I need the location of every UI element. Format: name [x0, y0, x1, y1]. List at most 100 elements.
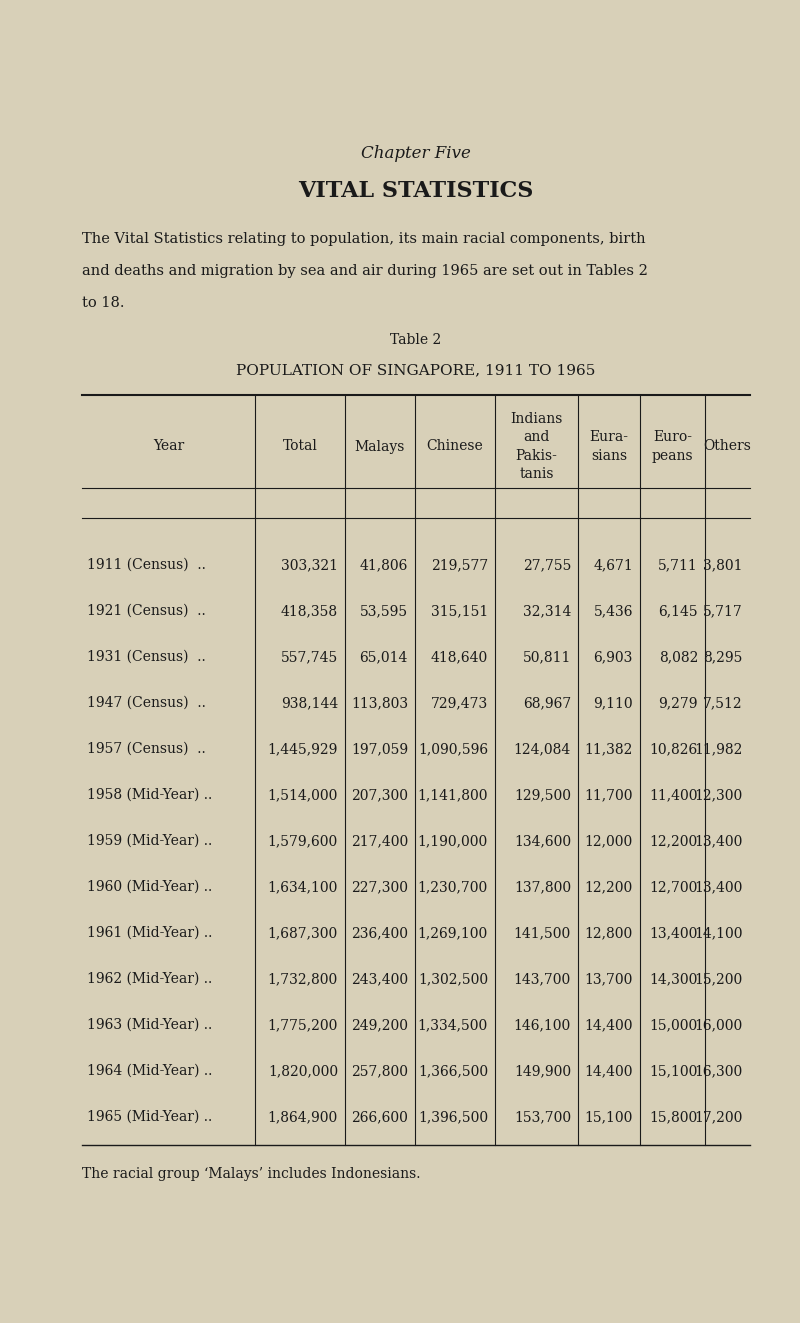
Text: 1,366,500: 1,366,500 — [418, 1064, 488, 1078]
Text: Total: Total — [282, 439, 318, 454]
Text: 1,579,600: 1,579,600 — [268, 833, 338, 848]
Text: 11,700: 11,700 — [585, 789, 633, 802]
Text: 729,473: 729,473 — [430, 696, 488, 710]
Text: 15,100: 15,100 — [585, 1110, 633, 1125]
Text: 249,200: 249,200 — [351, 1017, 408, 1032]
Text: 1947 (Census)  ..: 1947 (Census) .. — [87, 696, 206, 710]
Text: 207,300: 207,300 — [351, 789, 408, 802]
Text: 13,700: 13,700 — [585, 972, 633, 986]
Text: Year: Year — [153, 439, 184, 454]
Text: 1957 (Census)  ..: 1957 (Census) .. — [87, 742, 206, 755]
Text: 1963 (Mid-Year) ..: 1963 (Mid-Year) .. — [87, 1017, 212, 1032]
Text: 27,755: 27,755 — [522, 558, 571, 572]
Text: 1921 (Census)  ..: 1921 (Census) .. — [87, 605, 206, 618]
Text: 17,200: 17,200 — [694, 1110, 743, 1125]
Text: 1,775,200: 1,775,200 — [268, 1017, 338, 1032]
Text: 6,903: 6,903 — [594, 650, 633, 664]
Text: 12,800: 12,800 — [585, 926, 633, 941]
Text: 14,400: 14,400 — [585, 1017, 633, 1032]
Text: 1,634,100: 1,634,100 — [268, 880, 338, 894]
Text: 1,396,500: 1,396,500 — [418, 1110, 488, 1125]
Text: 124,084: 124,084 — [514, 742, 571, 755]
Text: 315,151: 315,151 — [430, 605, 488, 618]
Text: 1931 (Census)  ..: 1931 (Census) .. — [87, 650, 206, 664]
Text: Malays: Malays — [355, 439, 405, 454]
Text: 13,400: 13,400 — [694, 833, 743, 848]
Text: 15,000: 15,000 — [650, 1017, 698, 1032]
Text: 12,000: 12,000 — [585, 833, 633, 848]
Text: 1961 (Mid-Year) ..: 1961 (Mid-Year) .. — [87, 926, 212, 941]
Text: 1965 (Mid-Year) ..: 1965 (Mid-Year) .. — [87, 1110, 212, 1125]
Text: 134,600: 134,600 — [514, 833, 571, 848]
Text: The Vital Statistics relating to population, its main racial components, birth: The Vital Statistics relating to populat… — [82, 232, 646, 246]
Text: 65,014: 65,014 — [360, 650, 408, 664]
Text: 1960 (Mid-Year) ..: 1960 (Mid-Year) .. — [87, 880, 212, 894]
Text: 557,745: 557,745 — [281, 650, 338, 664]
Text: 11,982: 11,982 — [694, 742, 743, 755]
Text: 197,059: 197,059 — [351, 742, 408, 755]
Text: 13,400: 13,400 — [694, 880, 743, 894]
Text: Eura-
sians: Eura- sians — [590, 430, 629, 463]
Text: 5,717: 5,717 — [703, 605, 743, 618]
Text: 5,711: 5,711 — [658, 558, 698, 572]
Text: 1,445,929: 1,445,929 — [268, 742, 338, 755]
Text: 5,436: 5,436 — [594, 605, 633, 618]
Text: 12,300: 12,300 — [694, 789, 743, 802]
Text: 1,269,100: 1,269,100 — [418, 926, 488, 941]
Text: and deaths and migration by sea and air during 1965 are set out in Tables 2: and deaths and migration by sea and air … — [82, 265, 648, 278]
Text: 1911 (Census)  ..: 1911 (Census) .. — [87, 558, 206, 572]
Text: 14,300: 14,300 — [650, 972, 698, 986]
Text: 11,382: 11,382 — [585, 742, 633, 755]
Text: Others: Others — [703, 439, 751, 454]
Text: Chinese: Chinese — [426, 439, 483, 454]
Text: 4,671: 4,671 — [594, 558, 633, 572]
Text: Euro-
peans: Euro- peans — [652, 430, 694, 463]
Text: 9,110: 9,110 — [594, 696, 633, 710]
Text: 146,100: 146,100 — [514, 1017, 571, 1032]
Text: 7,512: 7,512 — [703, 696, 743, 710]
Text: 1,190,000: 1,190,000 — [418, 833, 488, 848]
Text: 15,800: 15,800 — [650, 1110, 698, 1125]
Text: 227,300: 227,300 — [351, 880, 408, 894]
Text: 137,800: 137,800 — [514, 880, 571, 894]
Text: 1,687,300: 1,687,300 — [268, 926, 338, 941]
Text: 1958 (Mid-Year) ..: 1958 (Mid-Year) .. — [87, 789, 212, 802]
Text: 32,314: 32,314 — [522, 605, 571, 618]
Text: 1,334,500: 1,334,500 — [418, 1017, 488, 1032]
Text: 1962 (Mid-Year) ..: 1962 (Mid-Year) .. — [87, 972, 212, 986]
Text: 257,800: 257,800 — [351, 1064, 408, 1078]
Text: 141,500: 141,500 — [514, 926, 571, 941]
Text: 1,302,500: 1,302,500 — [418, 972, 488, 986]
Text: 15,200: 15,200 — [694, 972, 743, 986]
Text: 3,801: 3,801 — [703, 558, 743, 572]
Text: 1,864,900: 1,864,900 — [268, 1110, 338, 1125]
Text: 16,300: 16,300 — [694, 1064, 743, 1078]
Text: 217,400: 217,400 — [350, 833, 408, 848]
Text: 6,145: 6,145 — [658, 605, 698, 618]
Text: 1,141,800: 1,141,800 — [418, 789, 488, 802]
Text: 1,732,800: 1,732,800 — [268, 972, 338, 986]
Text: 1964 (Mid-Year) ..: 1964 (Mid-Year) .. — [87, 1064, 212, 1078]
Text: 12,200: 12,200 — [650, 833, 698, 848]
Text: 243,400: 243,400 — [351, 972, 408, 986]
Text: 68,967: 68,967 — [522, 696, 571, 710]
Text: 1,820,000: 1,820,000 — [268, 1064, 338, 1078]
Text: 266,600: 266,600 — [351, 1110, 408, 1125]
Text: 113,803: 113,803 — [351, 696, 408, 710]
Text: Table 2: Table 2 — [390, 333, 442, 347]
Text: Chapter Five: Chapter Five — [361, 146, 471, 161]
Text: POPULATION OF SINGAPORE, 1911 TO 1965: POPULATION OF SINGAPORE, 1911 TO 1965 — [236, 363, 596, 377]
Text: 1,230,700: 1,230,700 — [418, 880, 488, 894]
Text: 219,577: 219,577 — [430, 558, 488, 572]
Text: 1,090,596: 1,090,596 — [418, 742, 488, 755]
Text: 10,826: 10,826 — [650, 742, 698, 755]
Text: The racial group ‘Malays’ includes Indonesians.: The racial group ‘Malays’ includes Indon… — [82, 1167, 421, 1181]
Text: 53,595: 53,595 — [360, 605, 408, 618]
Text: 9,279: 9,279 — [658, 696, 698, 710]
Text: 12,200: 12,200 — [585, 880, 633, 894]
Text: 11,400: 11,400 — [650, 789, 698, 802]
Text: 8,082: 8,082 — [658, 650, 698, 664]
Text: 16,000: 16,000 — [694, 1017, 743, 1032]
Text: 236,400: 236,400 — [351, 926, 408, 941]
Text: 418,640: 418,640 — [430, 650, 488, 664]
